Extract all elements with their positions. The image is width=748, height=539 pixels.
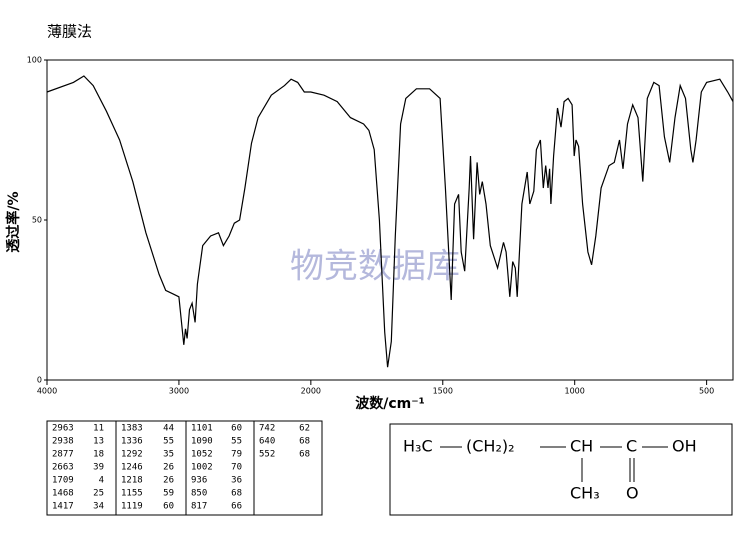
structure-label: H₃C — [403, 437, 433, 456]
x-axis-label: 波数/cm⁻¹ — [355, 395, 425, 412]
structure: H₃C (CH₂)₂ CH C OH CH₃ O — [403, 437, 697, 503]
y-tick-label: 50 — [32, 216, 42, 225]
watermark: 物竞数据库 — [290, 247, 460, 287]
x-tick-label: 1000 — [565, 387, 585, 396]
peak-wavenumber: 1709 — [52, 476, 74, 486]
peak-wavenumber: 1383 — [121, 424, 143, 434]
peak-wavenumber: 742 — [259, 424, 275, 434]
peak-wavenumber: 2877 — [52, 450, 74, 460]
peak-transmittance: 59 — [163, 489, 174, 499]
peak-transmittance: 70 — [231, 463, 242, 473]
peak-transmittance: 55 — [163, 437, 174, 447]
peak-wavenumber: 936 — [191, 476, 207, 486]
peak-transmittance: 39 — [93, 463, 104, 473]
peak-wavenumber: 850 — [191, 489, 207, 499]
peak-transmittance: 68 — [299, 437, 310, 447]
chart-title: 薄膜法 — [47, 23, 92, 41]
peak-transmittance: 35 — [163, 450, 174, 460]
peak-table-frame — [46, 420, 323, 516]
y-tick-label: 0 — [37, 376, 42, 385]
peak-transmittance: 36 — [231, 476, 242, 486]
structure-label: (CH₂)₂ — [466, 437, 515, 456]
peak-transmittance: 26 — [163, 463, 174, 473]
peak-wavenumber: 2938 — [52, 437, 74, 447]
spectrum-line — [46, 75, 734, 368]
peak-wavenumber: 1218 — [121, 476, 143, 486]
x-tick-label: 2000 — [301, 387, 321, 396]
peak-wavenumber: 2963 — [52, 424, 74, 434]
peak-wavenumber: 1090 — [191, 437, 213, 447]
peak-transmittance: 34 — [93, 502, 104, 512]
peak-transmittance: 55 — [231, 437, 242, 447]
peak-transmittance: 11 — [93, 424, 104, 434]
peak-wavenumber: 1101 — [191, 424, 213, 434]
structure-label: O — [626, 484, 639, 503]
structure-frame — [389, 423, 733, 516]
plot-frame — [46, 59, 734, 381]
peak-wavenumber: 1417 — [52, 502, 74, 512]
y-axis-label: 透过率/% — [5, 191, 22, 252]
structure-label: CH — [570, 437, 593, 456]
x-tick-label: 1500 — [433, 387, 453, 396]
peak-wavenumber: 1002 — [191, 463, 213, 473]
peak-transmittance: 79 — [231, 450, 242, 460]
peak-wavenumber: 817 — [191, 502, 207, 512]
peak-transmittance: 66 — [231, 502, 242, 512]
peak-transmittance: 18 — [93, 450, 104, 460]
x-tick-label: 3000 — [169, 387, 189, 396]
peak-transmittance: 60 — [231, 424, 242, 434]
peak-transmittance: 44 — [163, 424, 174, 434]
peak-wavenumber: 1292 — [121, 450, 143, 460]
peak-transmittance: 60 — [163, 502, 174, 512]
x-tick-label: 500 — [699, 387, 714, 396]
peak-wavenumber: 1468 — [52, 489, 74, 499]
peak-wavenumber: 640 — [259, 437, 275, 447]
peak-wavenumber: 1336 — [121, 437, 143, 447]
structure-label: CH₃ — [570, 484, 600, 503]
peak-wavenumber: 1155 — [121, 489, 143, 499]
peak-transmittance: 26 — [163, 476, 174, 486]
y-tick-label: 100 — [27, 56, 42, 65]
peak-transmittance: 13 — [93, 437, 104, 447]
structure-label: C — [626, 437, 637, 456]
peak-wavenumber: 1052 — [191, 450, 213, 460]
peak-wavenumber: 2663 — [52, 463, 74, 473]
peak-transmittance: 68 — [299, 450, 310, 460]
structure-label: OH — [672, 437, 697, 456]
peak-wavenumber: 1246 — [121, 463, 143, 473]
peak-transmittance: 25 — [93, 489, 104, 499]
peak-transmittance: 4 — [99, 476, 104, 486]
x-tick-label: 4000 — [37, 387, 57, 396]
peak-transmittance: 62 — [299, 424, 310, 434]
peak-transmittance: 68 — [231, 489, 242, 499]
peak-wavenumber: 1119 — [121, 502, 143, 512]
peak-wavenumber: 552 — [259, 450, 275, 460]
